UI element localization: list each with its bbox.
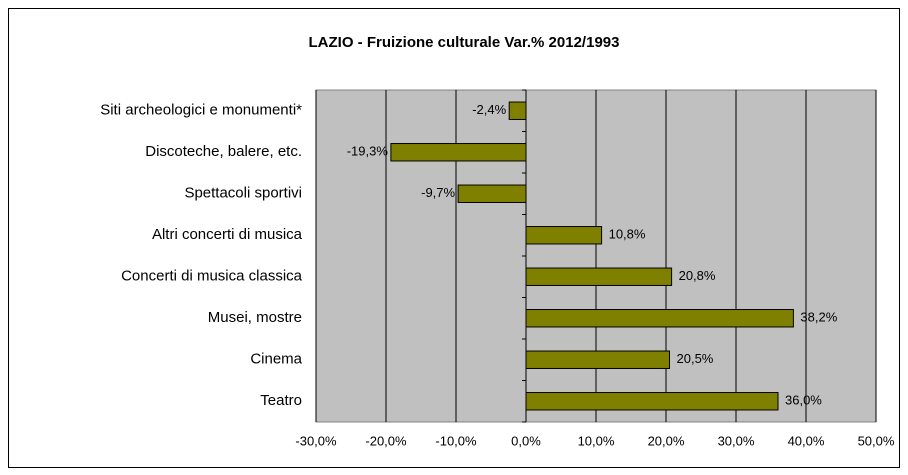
x-tick-label: 20,0% [648,433,685,448]
bar [390,143,527,162]
x-tick-label: 40,0% [788,433,825,448]
bar [457,184,527,203]
bar [525,226,603,245]
chart-title: LAZIO - Fruizione culturale Var.% 2012/1… [309,34,620,51]
y-tick-label: Cinema [250,351,302,368]
x-tick-label: 30,0% [718,433,755,448]
value-label: 38,2% [800,310,837,325]
bar [525,267,673,286]
x-tick-label: -30,0% [295,433,337,448]
y-tick-label: Teatro [260,392,302,409]
bar [525,350,670,369]
bar [525,309,794,328]
y-tick-label: Spettacoli sportivi [184,185,302,202]
value-label: 36,0% [785,393,822,408]
y-tick-label: Musei, mostre [208,309,302,326]
y-tick-label: Altri concerti di musica [152,226,303,243]
value-label: 10,8% [609,227,646,242]
x-tick-label: -20,0% [365,433,407,448]
y-tick-label: Discoteche, balere, etc. [145,143,302,160]
x-tick-label: 50,0% [858,433,895,448]
x-tick-label: 10,0% [578,433,615,448]
x-tick-label: -10,0% [435,433,477,448]
value-label: 20,5% [677,351,714,366]
value-label: -2,4% [472,102,506,117]
bar [508,101,527,120]
value-label: 20,8% [679,268,716,283]
y-tick-label: Concerti di musica classica [121,268,303,285]
y-tick-label: Siti archeologici e monumenti* [100,102,302,119]
x-tick-label: 0,0% [511,433,541,448]
bar [525,392,779,411]
value-label: -9,7% [421,185,455,200]
value-label: -19,3% [347,144,389,159]
